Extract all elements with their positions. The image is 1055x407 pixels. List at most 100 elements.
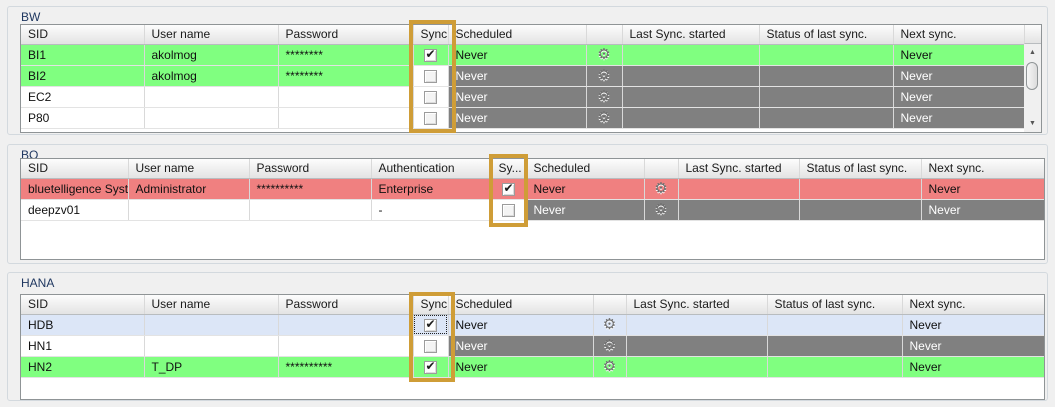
column-header-sync-truncated[interactable]: Sy... — [491, 159, 527, 179]
column-header-sid[interactable]: SID — [21, 159, 129, 179]
column-header-sid[interactable]: SID — [21, 295, 145, 315]
scroll-down-arrow-icon[interactable]: ▼ — [1029, 120, 1036, 127]
username-cell[interactable] — [128, 199, 250, 221]
password-cell[interactable]: ********** — [249, 178, 372, 200]
column-header-status[interactable]: Status of last sync. — [767, 295, 903, 315]
sync-checkbox-unchecked[interactable] — [424, 69, 437, 83]
password-cell[interactable] — [249, 199, 372, 221]
column-header-last-sync[interactable]: Last Sync. started — [622, 25, 760, 45]
gear-icon[interactable]: ⚙ — [654, 201, 668, 218]
password-cell[interactable] — [278, 314, 414, 336]
sync-cell[interactable]: ✔ — [413, 356, 449, 378]
username-cell[interactable]: T_DP — [144, 356, 279, 378]
sync-cell-focused[interactable]: ✔ — [413, 314, 449, 336]
column-header-scheduled[interactable]: Scheduled — [448, 25, 587, 45]
username-cell[interactable] — [144, 86, 279, 108]
sid-cell[interactable]: HDB — [21, 314, 145, 336]
sid-cell[interactable]: EC2 — [21, 86, 145, 108]
gear-icon[interactable]: ⚙ — [602, 337, 617, 354]
column-header-sync[interactable]: Sync. — [413, 295, 449, 315]
column-header-password[interactable]: Password — [249, 159, 372, 179]
groupbox-hana-title: HANA — [21, 276, 55, 290]
column-header-gear[interactable] — [586, 25, 623, 45]
column-header-authentication[interactable]: Authentication — [371, 159, 492, 179]
sync-checkbox-checked[interactable]: ✔ — [424, 316, 437, 332]
column-header-scheduled[interactable]: Scheduled — [448, 295, 594, 315]
sid-cell[interactable]: BI2 — [21, 65, 145, 87]
sid-cell[interactable]: HN1 — [21, 335, 145, 357]
column-header-sid[interactable]: SID — [21, 25, 145, 45]
sync-checkbox-checked[interactable]: ✔ — [424, 48, 437, 62]
username-cell[interactable]: akolmog — [144, 65, 279, 87]
password-cell[interactable] — [278, 86, 414, 108]
sync-checkbox-checked[interactable]: ✔ — [424, 360, 437, 374]
column-header-username[interactable]: User name — [144, 295, 279, 315]
gear-icon[interactable]: ⚙ — [597, 88, 611, 105]
username-cell[interactable] — [144, 314, 279, 336]
sync-checkbox-unchecked[interactable] — [424, 111, 437, 125]
column-header-next-sync[interactable]: Next sync. — [921, 159, 1044, 179]
sync-cell[interactable]: ✔ — [491, 178, 527, 200]
gear-icon[interactable]: ⚙ — [654, 180, 668, 197]
sync-cell[interactable] — [413, 86, 449, 108]
sync-cell[interactable] — [413, 335, 449, 357]
password-cell[interactable] — [278, 107, 414, 129]
gear-icon[interactable]: ⚙ — [602, 316, 617, 333]
column-header-username[interactable]: User name — [144, 25, 279, 45]
sid-cell[interactable]: HN2 — [21, 356, 145, 378]
username-cell[interactable] — [144, 335, 279, 357]
column-header-status[interactable]: Status of last sync. — [799, 159, 922, 179]
schedule-settings-cell[interactable]: ⚙ — [644, 199, 679, 221]
column-header-last-sync[interactable]: Last Sync. started — [626, 295, 768, 315]
password-cell[interactable]: ******** — [278, 65, 414, 87]
gear-icon[interactable]: ⚙ — [597, 46, 611, 63]
sync-cell[interactable] — [413, 65, 449, 87]
authentication-cell[interactable]: Enterprise — [371, 178, 492, 200]
scroll-up-arrow-icon[interactable]: ▲ — [1029, 49, 1036, 56]
sid-cell[interactable]: BI1 — [21, 44, 145, 66]
sync-checkbox-checked[interactable]: ✔ — [502, 182, 515, 196]
column-header-next-sync[interactable]: Next sync. — [893, 25, 1024, 45]
column-header-gear[interactable] — [593, 295, 627, 315]
column-header-scheduled[interactable]: Scheduled — [526, 159, 645, 179]
gear-icon[interactable]: ⚙ — [597, 109, 611, 126]
username-cell[interactable]: akolmog — [144, 44, 279, 66]
column-header-status[interactable]: Status of last sync. — [759, 25, 894, 45]
vertical-scrollbar[interactable]: ▲ ▼ — [1024, 25, 1041, 132]
schedule-settings-cell[interactable]: ⚙ — [586, 65, 623, 87]
gear-icon[interactable]: ⚙ — [597, 67, 611, 84]
sync-checkbox-unchecked[interactable] — [424, 90, 437, 104]
column-header-username[interactable]: User name — [128, 159, 250, 179]
sid-cell[interactable]: P80 — [21, 107, 145, 129]
sync-cell[interactable] — [413, 107, 449, 129]
sid-cell[interactable]: deepzv01 — [21, 199, 129, 221]
sync-cell[interactable]: ✔ — [413, 44, 449, 66]
sync-checkbox-unchecked[interactable] — [424, 339, 437, 353]
authentication-cell[interactable]: - — [371, 199, 492, 221]
column-header-last-sync[interactable]: Last Sync. started — [678, 159, 800, 179]
username-cell[interactable] — [144, 107, 279, 129]
check-icon: ✔ — [425, 316, 436, 331]
schedule-settings-cell[interactable]: ⚙ — [586, 86, 623, 108]
sync-checkbox-unchecked[interactable] — [502, 203, 515, 217]
scrollbar-thumb[interactable] — [1026, 62, 1038, 90]
column-header-gear[interactable] — [644, 159, 679, 179]
schedule-settings-cell[interactable]: ⚙ — [593, 356, 627, 378]
password-cell[interactable] — [278, 335, 414, 357]
sid-cell[interactable]: bluetelligence System — [21, 178, 129, 200]
password-cell[interactable]: ******** — [278, 44, 414, 66]
column-header-password[interactable]: Password — [278, 25, 414, 45]
status-cell — [759, 44, 894, 66]
schedule-settings-cell[interactable]: ⚙ — [593, 314, 627, 336]
column-header-next-sync[interactable]: Next sync. — [902, 295, 1044, 315]
password-cell[interactable]: ********** — [278, 356, 414, 378]
sync-cell[interactable] — [491, 199, 527, 221]
schedule-settings-cell[interactable]: ⚙ — [586, 44, 623, 66]
column-header-password[interactable]: Password — [278, 295, 414, 315]
username-cell[interactable]: Administrator — [128, 178, 250, 200]
schedule-settings-cell[interactable]: ⚙ — [593, 335, 627, 357]
column-header-sync[interactable]: Sync. — [413, 25, 449, 45]
schedule-settings-cell[interactable]: ⚙ — [586, 107, 623, 129]
schedule-settings-cell[interactable]: ⚙ — [644, 178, 679, 200]
gear-icon[interactable]: ⚙ — [602, 358, 617, 375]
